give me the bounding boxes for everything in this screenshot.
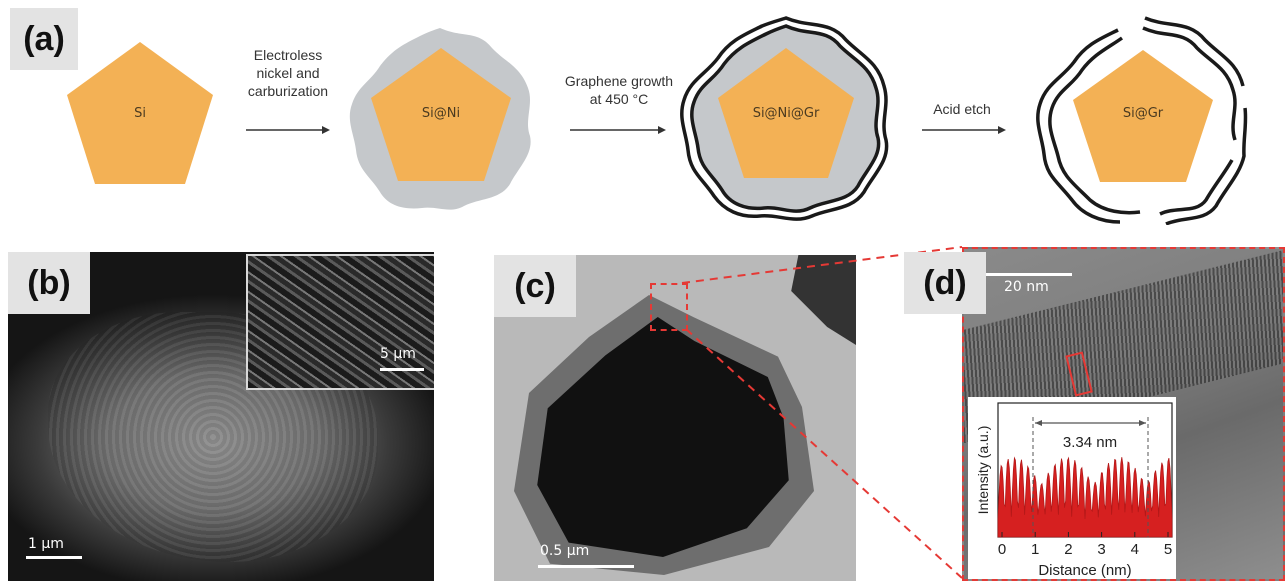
intensity-profile-area — [997, 456, 1173, 538]
step-arrow-2 — [570, 126, 666, 134]
intensity-profile-inset: 3.34 nm 0 1 2 3 4 5 Distance (nm) Intensity (… — [968, 397, 1176, 579]
sem-inset-scale-text: 5 µm — [380, 346, 416, 362]
step-text-3: Acid etch — [912, 100, 1012, 118]
x-tick-label: 5 — [1164, 541, 1172, 558]
sem-scale-bar — [26, 556, 82, 559]
x-tick-label: 0 — [998, 541, 1006, 558]
step-3-line-1: Acid etch — [933, 101, 991, 117]
tem-scale-text: 0.5 µm — [540, 543, 590, 559]
hrtem-image-d: 20 nm 3.34 nm 0 1 2 3 4 5 Distance (nm) Inten… — [962, 247, 1285, 581]
si-ni-gr-label: Si@Ni@Gr — [753, 106, 820, 121]
si-ni-particle: Si@Ni — [349, 28, 531, 210]
hrtem-scale-bar — [986, 273, 1072, 276]
sem-inset-scale-bar — [380, 368, 424, 371]
step-2-line-2: at 450 °C — [589, 91, 649, 107]
measurement-text: 3.34 nm — [1063, 434, 1117, 451]
intensity-profile-plot: 3.34 nm 0 1 2 3 4 5 Distance (nm) Intensity (… — [975, 402, 1173, 579]
si-ni-label: Si@Ni — [422, 106, 460, 121]
tem-zoom-region — [650, 283, 688, 331]
panel-label-d: (d) — [904, 252, 986, 314]
schematic-svg: Si Si@Ni Si@Ni@Gr Si@Gr — [67, 16, 1248, 225]
si-gr-particle: Si@Gr — [1036, 16, 1248, 225]
profile-xlabel: Distance (nm) — [1038, 562, 1131, 579]
step-text-2: Graphene growth at 450 °C — [554, 72, 684, 108]
step-1-line-2: nickel and — [256, 65, 320, 81]
step-1-line-1: Electroless — [253, 47, 323, 63]
sem-inset — [246, 254, 434, 390]
tem-scale-bar — [538, 565, 634, 568]
panel-label-a: (a) — [10, 8, 78, 70]
panel-label-b: (b) — [8, 252, 90, 314]
x-tick-label: 1 — [1031, 541, 1039, 558]
x-tick-label: 4 — [1131, 541, 1139, 558]
panel-label-c: (c) — [494, 255, 576, 317]
si-gr-label: Si@Gr — [1123, 106, 1164, 121]
sem-scale-text: 1 µm — [28, 536, 64, 552]
hrtem-scale-text: 20 nm — [1004, 279, 1049, 295]
step-arrow-1 — [246, 126, 330, 134]
profile-ylabel: Intensity (a.u.) — [975, 426, 991, 515]
si-particle: Si — [67, 42, 213, 184]
step-text-1: Electroless nickel and carburization — [228, 46, 348, 100]
x-tick-label: 3 — [1097, 541, 1105, 558]
step-arrow-3 — [922, 126, 1006, 134]
si-ni-gr-particle: Si@Ni@Gr — [680, 16, 889, 221]
step-2-line-1: Graphene growth — [564, 73, 674, 89]
x-tick-label: 2 — [1064, 541, 1072, 558]
si-label: Si — [134, 106, 146, 121]
step-1-line-3: carburization — [247, 83, 329, 99]
